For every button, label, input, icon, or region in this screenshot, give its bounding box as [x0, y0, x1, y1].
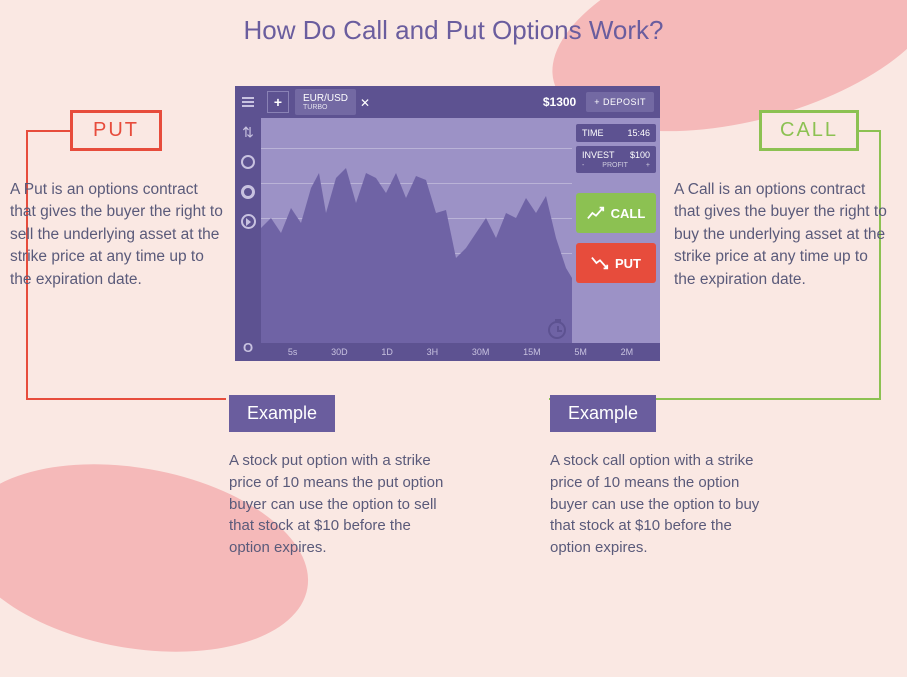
profit-label: PROFIT — [602, 162, 628, 169]
invest-box: INVEST $100 - PROFIT + — [576, 146, 656, 173]
pair-sub: TURBO — [303, 104, 348, 111]
play-icon[interactable] — [241, 214, 256, 229]
call-button-label: CALL — [611, 206, 646, 221]
balance-value: $1300 — [543, 95, 576, 109]
swap-icon[interactable] — [240, 124, 256, 140]
panel-controls: TIME 15:46 INVEST $100 - PROFIT + CALL P… — [576, 124, 656, 283]
timeframe-option[interactable]: 30D — [331, 347, 348, 357]
put-example: Example A stock put option with a strike… — [229, 395, 454, 559]
timeframe-option[interactable]: 30M — [472, 347, 490, 357]
timeframe-option[interactable]: 1D — [381, 347, 393, 357]
call-example-text: A stock call option with a strike price … — [550, 450, 775, 559]
call-section: CALL A Call is an options contract that … — [674, 110, 889, 291]
trend-up-icon — [587, 206, 605, 220]
example-label: Example — [550, 395, 656, 432]
timeframe-option[interactable]: 5M — [574, 347, 587, 357]
timeframe-option[interactable]: 5s — [288, 347, 298, 357]
menu-icon[interactable] — [240, 94, 256, 110]
circle-icon[interactable] — [240, 154, 256, 170]
timer-icon — [548, 321, 566, 339]
chart-area — [261, 118, 572, 343]
put-button[interactable]: PUT — [576, 243, 656, 283]
put-example-text: A stock put option with a strike price o… — [229, 450, 454, 559]
call-example: Example A stock call option with a strik… — [550, 395, 775, 559]
call-description: A Call is an options contract that gives… — [674, 179, 889, 291]
circle-bold-icon[interactable] — [240, 184, 256, 200]
time-value: 15:46 — [627, 128, 650, 138]
page-title: How Do Call and Put Options Work? — [0, 15, 907, 46]
price-chart — [261, 118, 572, 343]
invest-minus[interactable]: - — [582, 162, 584, 169]
timeframe-option[interactable]: 3H — [427, 347, 439, 357]
timeframe-bar: 5s 30D 1D 3H 30M 15M 5M 2M — [261, 343, 660, 361]
example-label: Example — [229, 395, 335, 432]
invest-plus[interactable]: + — [646, 162, 650, 169]
deposit-button[interactable]: + DEPOSIT — [586, 92, 654, 112]
timeframe-option[interactable]: 15M — [523, 347, 541, 357]
add-tab-button[interactable]: + — [267, 91, 289, 113]
currency-pair-tab[interactable]: EUR/USD TURBO ✕ — [295, 89, 356, 115]
time-box: TIME 15:46 — [576, 124, 656, 142]
time-label: TIME — [582, 128, 604, 138]
panel-topbar: + EUR/USD TURBO ✕ $1300 + DEPOSIT — [261, 86, 660, 118]
put-button-label: PUT — [615, 256, 641, 271]
invest-label: INVEST — [582, 150, 615, 160]
call-button[interactable]: CALL — [576, 193, 656, 233]
put-section: PUT A Put is an options contract that gi… — [10, 110, 225, 291]
trend-down-icon — [591, 256, 609, 270]
trading-panel: O + EUR/USD TURBO ✕ $1300 + DEPOSIT TIME… — [235, 86, 660, 361]
record-icon[interactable]: O — [243, 340, 253, 355]
pair-name: EUR/USD — [303, 93, 348, 104]
call-label: CALL — [759, 110, 859, 151]
put-description: A Put is an options contract that gives … — [10, 179, 225, 291]
invest-value: $100 — [630, 150, 650, 160]
put-label: PUT — [70, 110, 162, 151]
panel-sidebar: O — [235, 86, 261, 361]
close-icon[interactable]: ✕ — [360, 96, 370, 110]
timeframe-option[interactable]: 2M — [621, 347, 634, 357]
